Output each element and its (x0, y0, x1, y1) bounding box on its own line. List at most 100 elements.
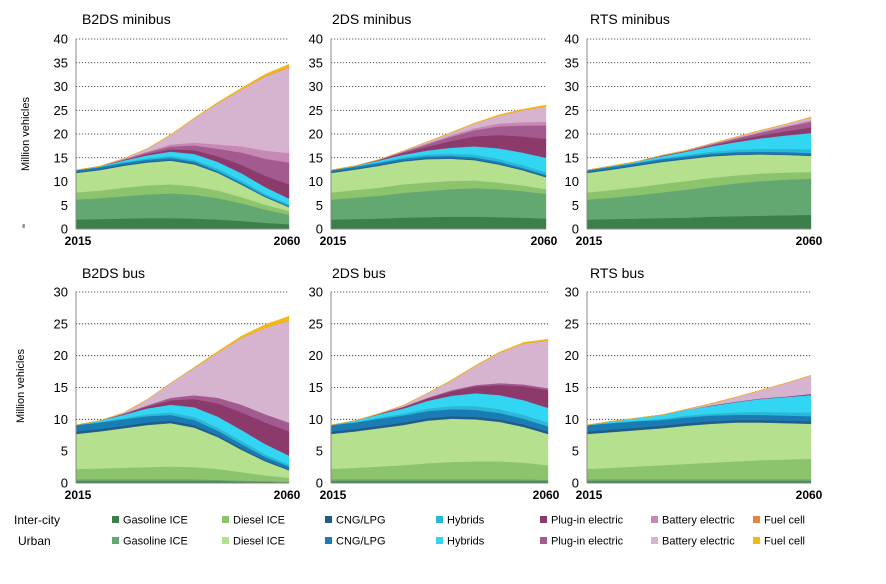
y-tick-label: 15 (309, 150, 323, 165)
y-tick-label: 0 (316, 222, 323, 237)
area-urban-gasoline-ice (330, 478, 549, 482)
x-tick-label: 2015 (65, 488, 92, 502)
area-urban-fuel-cell (586, 375, 812, 426)
ylabel-bottom: Million vehicles (15, 349, 27, 423)
y-tick-label: 25 (54, 103, 68, 118)
y-tick-label: 40 (565, 32, 579, 47)
legend-swatch-inter-city-gasoline-ice (112, 516, 119, 523)
chart-title: 2DS minibus (332, 11, 411, 27)
legend-entry-label: Gasoline ICE (123, 515, 188, 527)
legend-entry-label: Diesel ICE (233, 536, 285, 548)
x-tick-label: 2060 (274, 488, 301, 502)
y-tick-label: 5 (61, 444, 68, 459)
legend-entry-label: Diesel ICE (233, 515, 285, 527)
y-tick-label: 10 (309, 174, 323, 189)
y-tick-label: 10 (54, 174, 68, 189)
legend-swatch-inter-city-diesel-ice (222, 516, 229, 523)
chart-panel-b2ds-minibus: 0 5 10 15 20 25 30 35 40 2015 2060 B2DS minibus (54, 11, 301, 248)
legend-entry-label: Battery electric (662, 536, 735, 548)
legend-entry-label: Plug-in electric (551, 515, 624, 527)
x-tick-label: 2015 (320, 488, 347, 502)
y-tick-label: 20 (565, 127, 579, 142)
area-urban-fuel-cell (75, 63, 290, 171)
y-tick-label: 5 (316, 444, 323, 459)
legend-entry-label: Fuel cell (764, 536, 805, 548)
y-tick-label: 20 (309, 348, 323, 363)
y-tick-label: 25 (309, 316, 323, 331)
legend-entry-label: Fuel cell (764, 515, 805, 527)
legend-swatch-inter-city-cng-lpg (325, 516, 332, 523)
chart-panel-rts-minibus: 0 5 10 15 20 25 30 35 40 2015 2060 RTS minibus (565, 11, 823, 248)
y-tick-label: 30 (565, 285, 579, 300)
legend-entry-label: Plug-in electric (551, 536, 624, 548)
y-tick-label: 20 (309, 127, 323, 142)
x-tick-label: 2015 (576, 234, 603, 248)
chart-title: RTS minibus (590, 11, 670, 27)
y-tick-label: 10 (54, 412, 68, 427)
legend-row-label: Urban (18, 534, 51, 548)
legend-entry-label: Battery electric (662, 515, 735, 527)
legend-swatch-urban-battery-electric (651, 537, 658, 544)
chart-title: 2DS bus (332, 265, 386, 281)
y-tick-label: 5 (316, 198, 323, 213)
y-tick-label: 5 (61, 198, 68, 213)
y-tick-label: 15 (565, 150, 579, 165)
chart-title: B2DS minibus (82, 11, 171, 27)
legend-swatch-inter-city-battery-electric (651, 516, 658, 523)
x-tick-label: 2060 (274, 234, 301, 248)
y-tick-label: 25 (54, 316, 68, 331)
y-tick-label: 35 (565, 55, 579, 70)
x-tick-label: 2015 (320, 234, 347, 248)
legend-swatch-urban-gasoline-ice (112, 537, 119, 544)
legend: Inter-city Gasoline ICE Diesel ICE CNG/LPG H… (14, 513, 805, 548)
y-tick-label: 40 (54, 32, 68, 47)
x-tick-label: 2060 (533, 488, 560, 502)
y-tick-label: 20 (54, 127, 68, 142)
legend-entry-label: CNG/LPG (336, 515, 386, 527)
legend-swatch-inter-city-hybrids (436, 516, 443, 523)
y-tick-label: 35 (54, 55, 68, 70)
y-tick-label: 30 (565, 79, 579, 94)
area-urban-fuel-cell (586, 116, 812, 171)
x-tick-label: 2060 (531, 234, 558, 248)
chart-panel-rts-bus: 0 5 10 15 20 25 30 2015 2060 RTS bus (565, 265, 823, 502)
y-tick-label: 5 (572, 444, 579, 459)
chart-title: RTS bus (590, 265, 644, 281)
y-tick-label: 10 (309, 412, 323, 427)
y-tick-label: 0 (316, 476, 323, 491)
legend-swatch-urban-fuel-cell (753, 537, 760, 544)
legend-entry-label: Hybrids (447, 515, 485, 527)
x-tick-label: 2060 (796, 488, 823, 502)
legend-swatch-urban-diesel-ice (222, 537, 229, 544)
legend-row-label: Inter-city (14, 513, 60, 527)
y-tick-label: 0 (61, 476, 68, 491)
area-urban-fuel-cell (330, 338, 549, 426)
chart-title: B2DS bus (82, 265, 145, 281)
y-tick-label: 10 (565, 174, 579, 189)
y-tick-label: 20 (565, 348, 579, 363)
y-tick-label: 30 (309, 79, 323, 94)
chart-panel-2ds-minibus: 0 5 10 15 20 25 30 35 40 2015 2060 2DS minibus (309, 11, 558, 248)
chart-panel-2ds-bus: 0 5 10 15 20 25 30 2015 2060 2DS bus (309, 265, 560, 502)
ylabel-top: Million vehicles (20, 97, 32, 171)
legend-swatch-urban-plug-in-electric (540, 537, 547, 544)
x-tick-label: 2015 (576, 488, 603, 502)
area-urban-fuel-cell (75, 315, 290, 426)
y-tick-label: 25 (565, 103, 579, 118)
legend-swatch-inter-city-plug-in-electric (540, 516, 547, 523)
chart-panel-b2ds-bus: 0 5 10 15 20 25 30 2015 2060 B2DS bus (54, 265, 301, 502)
y-tick-label: 15 (54, 150, 68, 165)
x-tick-label: 2060 (796, 234, 823, 248)
legend-swatch-urban-hybrids (436, 537, 443, 544)
y-tick-label: 10 (565, 412, 579, 427)
y-tick-label: 15 (309, 380, 323, 395)
stray-mark: " (21, 224, 33, 228)
y-tick-label: 15 (54, 380, 68, 395)
legend-entry-label: Gasoline ICE (123, 536, 188, 548)
y-tick-label: 20 (54, 348, 68, 363)
y-tick-label: 25 (565, 316, 579, 331)
y-tick-label: 0 (572, 476, 579, 491)
x-tick-label: 2015 (65, 234, 92, 248)
y-tick-label: 0 (572, 222, 579, 237)
